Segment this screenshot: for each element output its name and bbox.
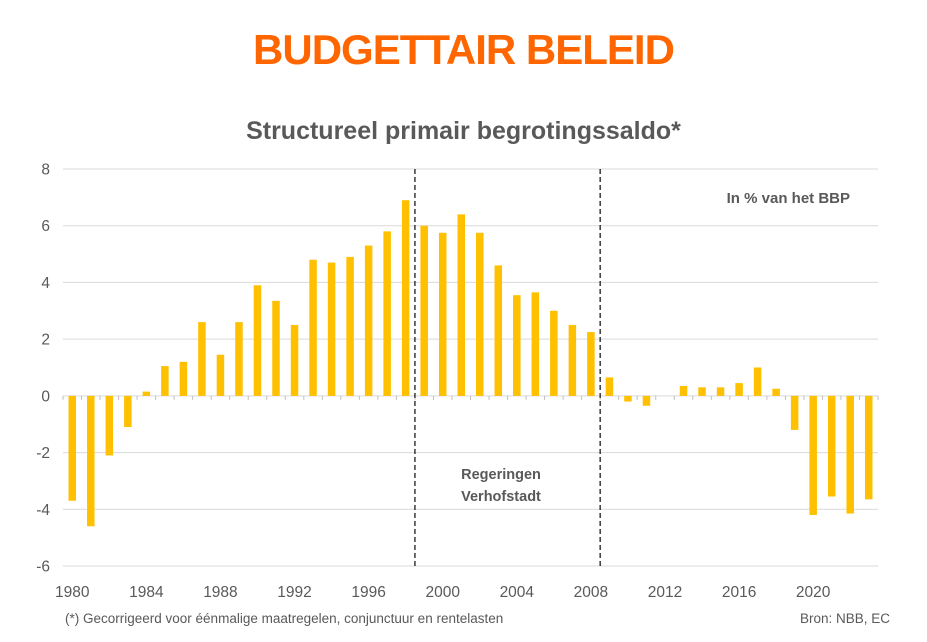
y-tick-label: 2 [41, 332, 50, 349]
x-tick-label: 2016 [722, 584, 756, 601]
y-tick-label: 0 [41, 388, 50, 405]
bar-2010 [624, 395, 632, 402]
bar-2015 [716, 387, 725, 396]
x-tick-label: 1988 [203, 584, 237, 601]
x-tick-label: 2012 [648, 584, 682, 601]
bar-2001 [457, 214, 465, 396]
bar-1994 [327, 262, 336, 396]
y-tick-label: -2 [36, 445, 50, 462]
bar-2005 [531, 292, 540, 396]
y-tick-label: 6 [41, 218, 50, 235]
bar-2009 [605, 377, 614, 396]
bar-2000 [438, 232, 447, 396]
x-tick-label: 2000 [425, 584, 460, 601]
bar-1997 [383, 231, 391, 396]
x-tick-label: 2008 [574, 584, 608, 601]
x-tick-label: 1984 [129, 584, 164, 601]
bar-1992 [290, 324, 299, 396]
bar-1990 [253, 285, 262, 396]
y-tick-label: -4 [36, 502, 50, 519]
bar-2021 [827, 395, 836, 497]
bar-1998 [401, 200, 410, 396]
bar-1982 [105, 395, 114, 456]
annotation-line-1: Regeringen [461, 467, 541, 483]
bar-1988 [216, 354, 225, 396]
bar-2022 [846, 395, 854, 514]
y-tick-label: 4 [41, 275, 50, 292]
bar-1993 [309, 259, 317, 396]
bar-2018 [772, 388, 780, 396]
bar-2020 [809, 395, 817, 515]
x-tick-label: 1996 [351, 584, 385, 601]
bar-1985 [161, 366, 169, 396]
bar-2013 [679, 385, 688, 396]
bar-1980 [68, 395, 77, 501]
bar-1986 [179, 361, 188, 396]
bar-2003 [494, 265, 503, 396]
bar-2006 [550, 310, 558, 396]
footnote: (*) Gecorrigeerd voor éénmalige maatrege… [65, 611, 504, 626]
bar-2014 [698, 387, 706, 396]
bar-2017 [753, 367, 762, 396]
source-credit: Bron: NBB, EC [799, 611, 890, 626]
bar-2019 [790, 395, 799, 430]
bar-1999 [420, 225, 428, 396]
x-tick-label: 2020 [796, 584, 831, 601]
bar-1984 [142, 391, 151, 396]
bar-2008 [587, 332, 595, 396]
chart-title: Structureel primair begrotingssaldo* [246, 117, 681, 145]
unit-label: In % van het BBP [726, 190, 850, 207]
bar-2011 [642, 395, 651, 406]
bar-2016 [735, 383, 743, 396]
bar-1981 [87, 395, 95, 527]
annotation-line-2: Verhofstadt [461, 489, 541, 505]
y-tick-label: -6 [36, 559, 50, 576]
bar-1991 [272, 300, 280, 396]
x-tick-label: 1980 [55, 584, 90, 601]
bar-2007 [568, 324, 577, 396]
x-tick-label: 1992 [277, 584, 311, 601]
page-title: BUDGETTAIR BELEID [253, 26, 675, 73]
y-tick-label: 8 [41, 162, 50, 179]
bar-2004 [513, 295, 521, 396]
x-tick-label: 2004 [500, 584, 535, 601]
bar-2002 [476, 232, 484, 396]
bar-1995 [346, 256, 354, 396]
bar-1987 [198, 322, 206, 396]
verhofstadt-annotation: Regeringen Verhofstadt [421, 464, 581, 508]
bar-1996 [364, 245, 373, 396]
bar-1983 [124, 395, 132, 428]
bar-2023 [864, 395, 873, 500]
bar-1989 [235, 322, 243, 396]
